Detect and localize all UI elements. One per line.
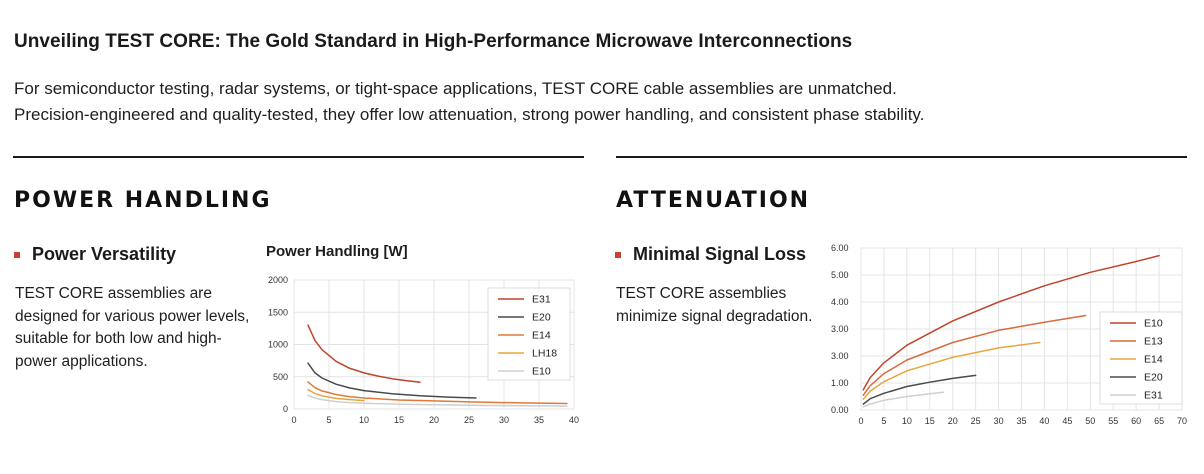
- series-line-e14: [862, 341, 1041, 400]
- intro-text: For semiconductor testing, radar systems…: [14, 76, 924, 128]
- attenuation-bullet-heading: Minimal Signal Loss: [615, 244, 806, 265]
- legend-label: E14: [1144, 354, 1163, 366]
- series-line-e13: [862, 314, 1087, 396]
- power-handling-chart: 0 5 10 15 20 25 30 35 40 0 500 1000 1500 2000 E31 E20 E1…: [268, 275, 579, 425]
- power-bullet-heading: Power Versatility: [14, 244, 176, 265]
- legend-label: E10: [1144, 318, 1163, 330]
- power-section-title: POWER HANDLING: [14, 188, 272, 213]
- series-line-e31: [862, 391, 945, 408]
- x-tick-label: 15: [925, 416, 935, 426]
- x-tick-label: 20: [429, 415, 439, 425]
- x-tick-label: 10: [359, 415, 369, 425]
- series-line-e31: [307, 324, 421, 383]
- y-tick-label: 0: [283, 404, 288, 414]
- attenuation-bullet-label: Minimal Signal Loss: [633, 244, 807, 264]
- legend-label: E10: [532, 366, 551, 378]
- power-bullet-label: Power Versatility: [32, 244, 177, 264]
- page-headline: Unveiling TEST CORE: The Gold Standard i…: [14, 31, 853, 52]
- y-tick-label: 3.00: [831, 324, 849, 334]
- x-tick-label: 65: [1154, 416, 1164, 426]
- x-tick-label: 40: [569, 415, 579, 425]
- series-line-e20: [307, 362, 477, 399]
- power-chart-title: Power Handling [W]: [266, 243, 408, 260]
- power-description: TEST CORE assemblies are designed for va…: [15, 283, 265, 373]
- x-tick-label: 70: [1177, 416, 1187, 426]
- x-tick-label: 30: [499, 415, 509, 425]
- intro-line-1: For semiconductor testing, radar systems…: [14, 79, 897, 98]
- legend-label: E14: [532, 330, 551, 342]
- attenuation-description: TEST CORE assemblies minimize signal deg…: [616, 283, 846, 328]
- y-tick-label: 1.00: [831, 378, 849, 388]
- x-tick-label: 15: [394, 415, 404, 425]
- attenuation-chart: 0 5 10 15 20 25 30 35 40 45 50 55 60 65 70 0.00 1.00 3.00…: [831, 243, 1187, 426]
- series-line-lh18: [307, 388, 365, 402]
- x-tick-label: 35: [534, 415, 544, 425]
- bullet-square-icon: [615, 251, 621, 258]
- x-tick-label: 40: [1039, 416, 1049, 426]
- legend-box: [487, 287, 571, 381]
- x-tick-label: 5: [326, 415, 331, 425]
- divider-right: [616, 156, 1187, 158]
- x-tick-label: 60: [1131, 416, 1141, 426]
- x-tick-label: 10: [902, 416, 912, 426]
- attenuation-section-title: ATTENUATION: [616, 188, 811, 213]
- x-tick-label: 55: [1108, 416, 1118, 426]
- x-tick-label: 45: [1062, 416, 1072, 426]
- legend-label: E20: [532, 312, 551, 324]
- series-line-e20: [862, 374, 977, 405]
- power-desc-line: suitable for both low and high-: [15, 330, 222, 347]
- power-desc-line: TEST CORE assemblies are: [15, 285, 212, 302]
- series-line-e14: [307, 381, 568, 405]
- series-line-e10: [862, 254, 1160, 391]
- intro-line-2: Precision-engineered and quality-tested,…: [14, 105, 925, 124]
- y-tick-label: 5.00: [831, 270, 849, 280]
- power-desc-line: designed for various power levels,: [15, 307, 250, 325]
- power-desc-line: power applications.: [15, 352, 148, 370]
- attenuation-desc-line: minimize signal degradation.: [616, 307, 813, 325]
- legend-label: E31: [1144, 390, 1163, 402]
- legend-label: E13: [1144, 336, 1163, 348]
- x-tick-label: 0: [858, 416, 863, 426]
- bullet-square-icon: [14, 251, 20, 258]
- y-tick-label: 1000: [268, 340, 288, 350]
- y-tick-label: 0.00: [831, 405, 849, 415]
- y-tick-label: 3.00: [831, 351, 849, 361]
- y-tick-label: 2000: [268, 275, 288, 285]
- x-tick-label: 20: [948, 416, 958, 426]
- x-tick-label: 30: [994, 416, 1004, 426]
- x-tick-label: 25: [464, 415, 474, 425]
- series-line-e10: [307, 394, 568, 407]
- divider-left: [13, 156, 584, 158]
- y-tick-label: 500: [273, 372, 288, 382]
- x-tick-label: 35: [1016, 416, 1026, 426]
- x-tick-label: 25: [971, 416, 981, 426]
- y-tick-label: 1500: [268, 307, 288, 317]
- legend-label: E20: [1144, 372, 1163, 384]
- x-tick-label: 50: [1085, 416, 1095, 426]
- x-tick-label: 0: [291, 415, 296, 425]
- y-tick-label: 6.00: [831, 243, 849, 253]
- legend-label: E31: [532, 294, 551, 306]
- y-tick-label: 4.00: [831, 297, 849, 307]
- legend-box: [1099, 311, 1183, 405]
- legend-label: LH18: [532, 348, 557, 360]
- attenuation-desc-line: TEST CORE assemblies: [616, 285, 787, 302]
- x-tick-label: 5: [881, 416, 886, 426]
